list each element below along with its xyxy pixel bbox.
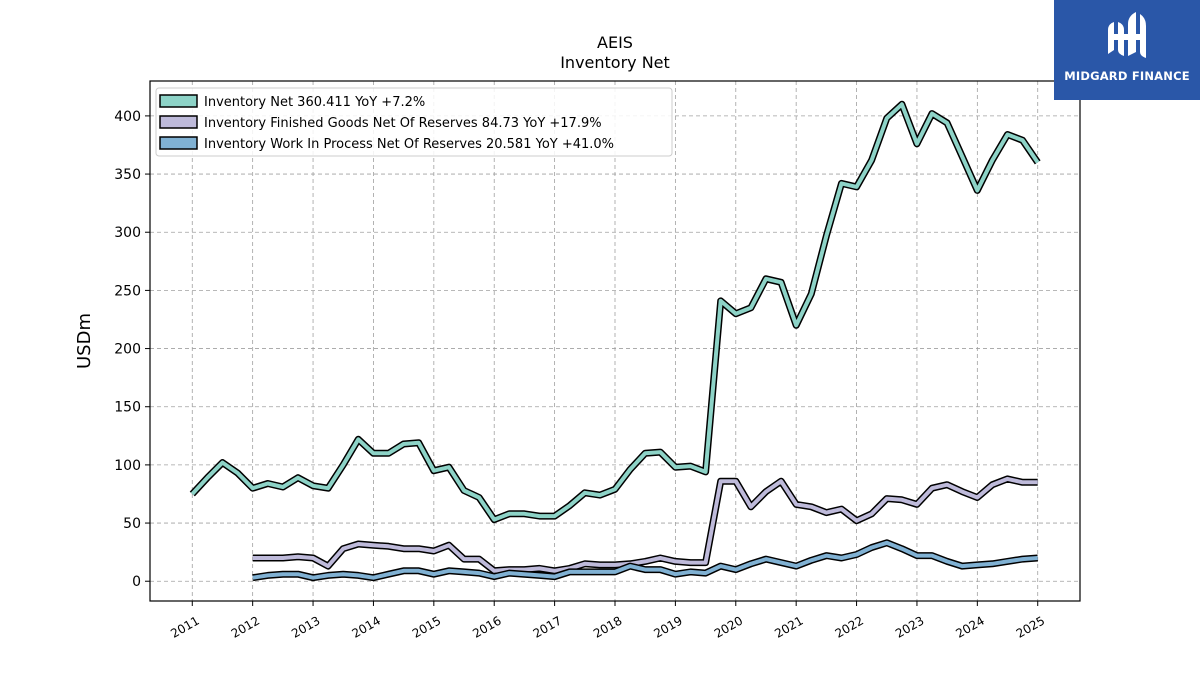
y-tick-label: 0	[132, 574, 141, 590]
series-lines	[189, 100, 1041, 582]
brand-name: MIDGARD FINANCE	[1064, 69, 1190, 83]
x-tick-label: 2020	[712, 613, 745, 640]
x-tick-label: 2011	[168, 613, 201, 640]
x-tick-label: 2022	[833, 613, 866, 640]
brand-logo: MIDGARD FINANCE	[1054, 0, 1200, 100]
y-axis-label: USDm	[74, 313, 95, 369]
x-tick-label: 2014	[349, 613, 382, 640]
series-3	[252, 539, 1038, 582]
x-tick-label: 2024	[953, 613, 986, 640]
chart-title: AEIS	[597, 33, 633, 52]
y-tick-label: 50	[123, 516, 141, 532]
x-tick-label: 2013	[289, 613, 322, 640]
legend-swatch	[159, 136, 198, 150]
series-1	[189, 100, 1041, 524]
legend-label: Inventory Finished Goods Net Of Reserves…	[204, 116, 602, 131]
x-tick-label: 2016	[470, 613, 503, 640]
x-tick-label: 2025	[1014, 613, 1047, 640]
x-tick-label: 2023	[893, 613, 926, 640]
legend-box	[155, 87, 673, 157]
y-tick-label: 400	[114, 109, 141, 125]
x-tick-label: 2021	[772, 613, 805, 640]
midgard-logo-icon	[1108, 12, 1146, 58]
x-axis-ticks: 2011 2012 2013 2014 2015 2016 2017 2018 2019 2020…	[168, 601, 1047, 641]
legend-swatch	[159, 94, 198, 108]
series-line	[252, 476, 1038, 573]
x-tick-label: 2018	[591, 613, 624, 640]
y-tick-label: 350	[114, 167, 141, 183]
x-tick-label: 2015	[410, 613, 443, 640]
grid	[150, 81, 1080, 601]
legend-label: Inventory Work In Process Net Of Reserve…	[204, 137, 614, 152]
series-line	[252, 540, 1038, 580]
y-tick-label: 250	[114, 283, 141, 299]
legend-swatch	[159, 115, 198, 129]
series-line	[190, 102, 1040, 522]
chart-subtitle: Inventory Net	[560, 53, 670, 72]
series-2	[252, 475, 1038, 575]
y-tick-label: 200	[114, 342, 141, 358]
x-tick-label: 2019	[651, 613, 684, 640]
x-tick-label: 2017	[531, 613, 564, 640]
x-tick-label: 2012	[229, 613, 262, 640]
legend-label: Inventory Net 360.411 YoY +7.2%	[204, 95, 425, 110]
y-tick-label: 150	[114, 400, 141, 416]
legend: Inventory Net 360.411 YoY +7.2% Inventory…	[155, 87, 673, 157]
y-tick-label: 300	[114, 225, 141, 241]
y-axis-ticks: 0 50 100 150 200 250 300 350 400	[114, 109, 150, 590]
y-tick-label: 100	[114, 458, 141, 474]
